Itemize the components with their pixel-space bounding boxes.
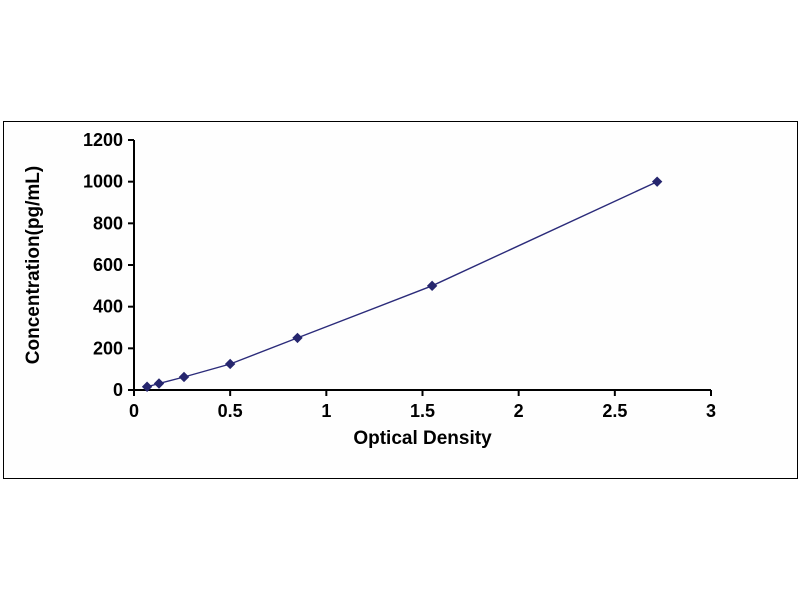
- plot-area-svg: 0 0.5 1 1.5 2 2.5 3 0 200 400 600 800 1000 1200: [83, 130, 716, 421]
- y-tick-label: 400: [93, 297, 123, 317]
- x-tick-label: 3: [706, 401, 716, 421]
- x-tick-label: 1.5: [410, 401, 435, 421]
- data-point-marker: [651, 176, 663, 187]
- x-tick-label: 2: [514, 401, 524, 421]
- y-tick-label: 1000: [83, 172, 123, 192]
- x-axis-title: Optical Density: [353, 428, 492, 449]
- x-tick-label: 0.5: [218, 401, 243, 421]
- data-point-markers: [141, 176, 663, 392]
- tick-labels: 0 0.5 1 1.5 2 2.5 3 0 200 400 600 800 1000 1200: [83, 130, 716, 421]
- x-tick-label: 2.5: [602, 401, 627, 421]
- y-tick-label: 1200: [83, 130, 123, 150]
- axes: [133, 140, 711, 391]
- series-line: [146, 181, 658, 388]
- data-point-marker: [178, 371, 190, 383]
- curve-polyline: [146, 181, 658, 388]
- y-axis-title: Concentration(pg/mL): [23, 165, 44, 365]
- x-tick-label: 0: [129, 401, 139, 421]
- y-tick-label: 200: [93, 338, 123, 358]
- data-point-marker: [292, 332, 303, 344]
- x-tick-label: 1: [321, 401, 331, 421]
- data-point-marker: [426, 280, 438, 292]
- data-point-marker: [141, 381, 153, 392]
- y-tick-label: 800: [93, 213, 123, 233]
- y-tick-label: 600: [93, 255, 123, 275]
- y-tick-label: 0: [113, 380, 123, 400]
- tick-marks: [128, 139, 712, 396]
- data-point-marker: [224, 358, 236, 370]
- data-point-marker: [153, 378, 165, 389]
- standard-curve-chart: 0 0.5 1 1.5 2 2.5 3 0 200 400 600 800 1000 1200 Conce…: [3, 121, 798, 479]
